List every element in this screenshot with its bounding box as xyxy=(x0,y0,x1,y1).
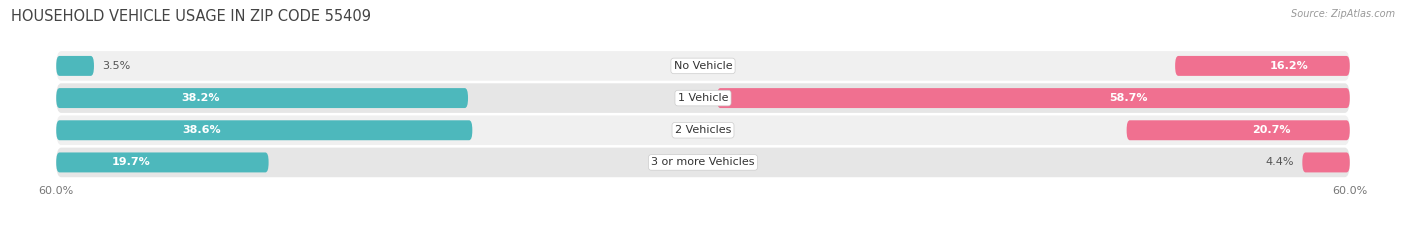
FancyBboxPatch shape xyxy=(56,56,94,76)
FancyBboxPatch shape xyxy=(56,152,269,172)
FancyBboxPatch shape xyxy=(56,120,472,140)
Text: 3.5%: 3.5% xyxy=(103,61,131,71)
FancyBboxPatch shape xyxy=(1302,152,1350,172)
FancyBboxPatch shape xyxy=(1126,120,1350,140)
FancyBboxPatch shape xyxy=(56,51,1350,81)
Text: 16.2%: 16.2% xyxy=(1270,61,1308,71)
Text: 38.2%: 38.2% xyxy=(181,93,219,103)
FancyBboxPatch shape xyxy=(56,148,1350,177)
Text: 38.6%: 38.6% xyxy=(183,125,221,135)
Text: 3 or more Vehicles: 3 or more Vehicles xyxy=(651,158,755,168)
FancyBboxPatch shape xyxy=(717,88,1350,108)
Text: 4.4%: 4.4% xyxy=(1265,158,1294,168)
FancyBboxPatch shape xyxy=(56,83,1350,113)
Text: 20.7%: 20.7% xyxy=(1253,125,1291,135)
Text: 2 Vehicles: 2 Vehicles xyxy=(675,125,731,135)
Text: 58.7%: 58.7% xyxy=(1109,93,1147,103)
Text: HOUSEHOLD VEHICLE USAGE IN ZIP CODE 55409: HOUSEHOLD VEHICLE USAGE IN ZIP CODE 5540… xyxy=(11,9,371,24)
FancyBboxPatch shape xyxy=(56,116,1350,145)
Text: 19.7%: 19.7% xyxy=(111,158,150,168)
Text: 1 Vehicle: 1 Vehicle xyxy=(678,93,728,103)
Text: Source: ZipAtlas.com: Source: ZipAtlas.com xyxy=(1291,9,1395,19)
Text: No Vehicle: No Vehicle xyxy=(673,61,733,71)
FancyBboxPatch shape xyxy=(1175,56,1350,76)
FancyBboxPatch shape xyxy=(56,88,468,108)
